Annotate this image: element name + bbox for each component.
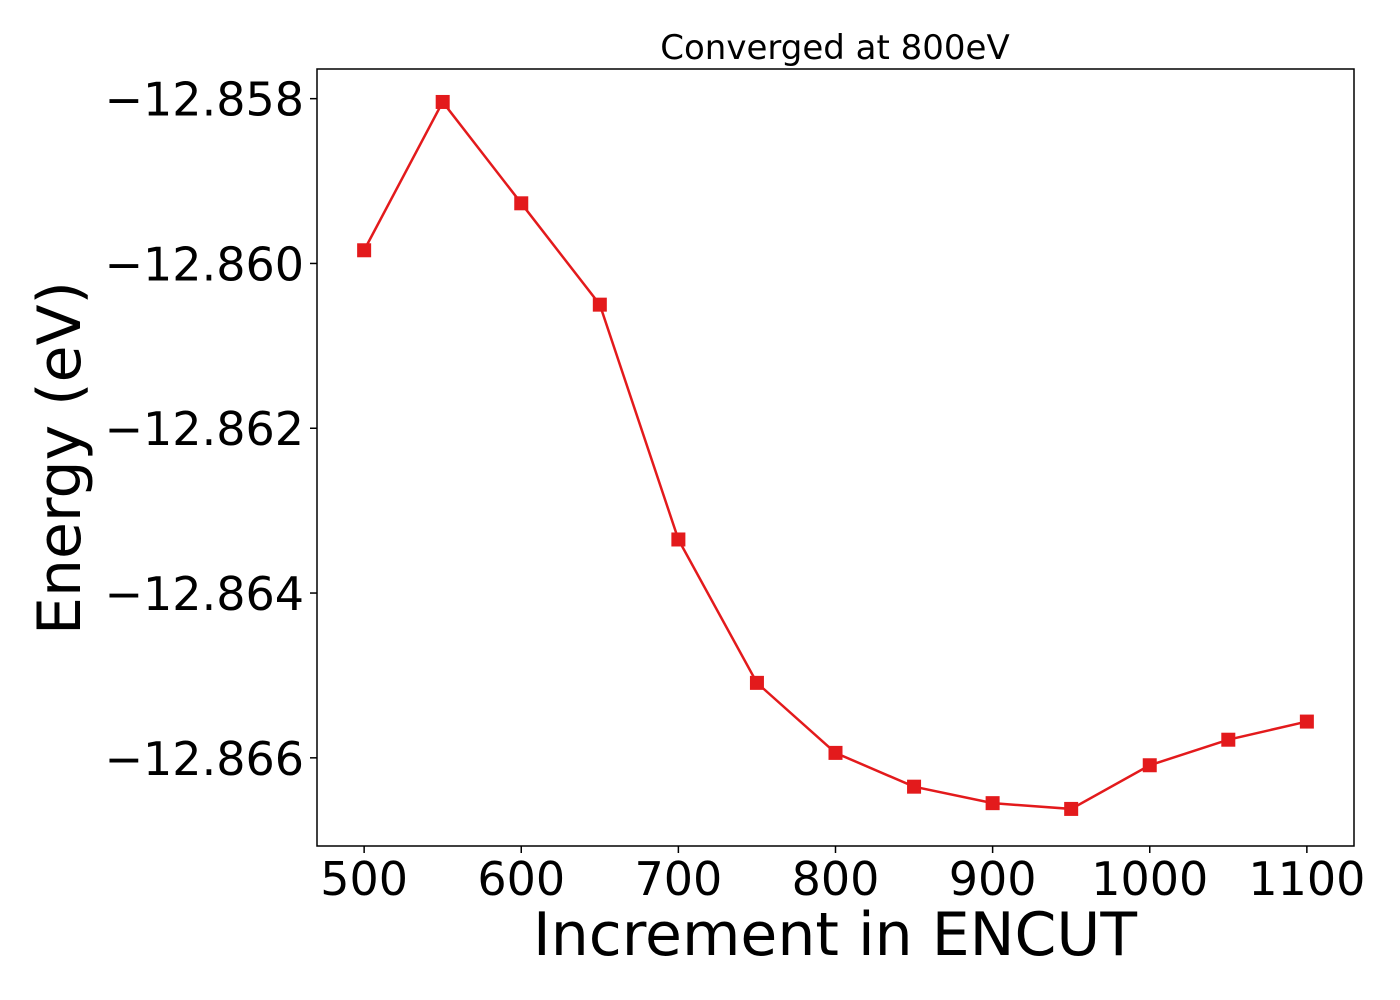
chart-title: Converged at 800eV xyxy=(660,28,1009,68)
y-tick-label: −12.860 xyxy=(105,237,305,291)
x-axis-label: Increment in ENCUT xyxy=(533,900,1137,970)
y-tick-label: −12.866 xyxy=(105,732,305,786)
data-point-800 xyxy=(828,745,843,760)
x-tick-label: 1000 xyxy=(1091,852,1208,906)
data-point-500 xyxy=(357,243,372,258)
x-tick-label: 900 xyxy=(949,852,1037,906)
x-tick-label: 600 xyxy=(477,852,565,906)
data-point-700 xyxy=(671,532,686,547)
y-tick-label: −12.864 xyxy=(105,567,305,621)
y-tick-label: −12.862 xyxy=(105,402,305,456)
x-tick-label: 700 xyxy=(634,852,722,906)
data-point-950 xyxy=(1064,801,1079,816)
y-ticks: −12.858 −12.860 −12.862 −12.864 −12.866 xyxy=(105,73,317,786)
data-point-550 xyxy=(435,94,450,109)
y-tick-label: −12.858 xyxy=(105,73,305,127)
data-point-600 xyxy=(514,196,529,211)
x-tick-label: 500 xyxy=(320,852,408,906)
data-point-1000 xyxy=(1142,758,1157,773)
data-point-900 xyxy=(985,796,1000,811)
data-point-750 xyxy=(749,675,764,690)
x-ticks: 500 600 700 800 900 1000 1100 xyxy=(320,846,1365,906)
data-point-850 xyxy=(907,779,922,794)
data-point-650 xyxy=(592,297,607,312)
x-tick-label: 1100 xyxy=(1248,852,1365,906)
data-point-1100 xyxy=(1299,714,1314,729)
x-tick-label: 800 xyxy=(792,852,880,906)
data-point-1050 xyxy=(1221,732,1236,747)
plot-area xyxy=(316,68,1355,847)
series-layer xyxy=(357,94,1314,816)
y-axis-label: Energy (eV) xyxy=(25,281,95,635)
